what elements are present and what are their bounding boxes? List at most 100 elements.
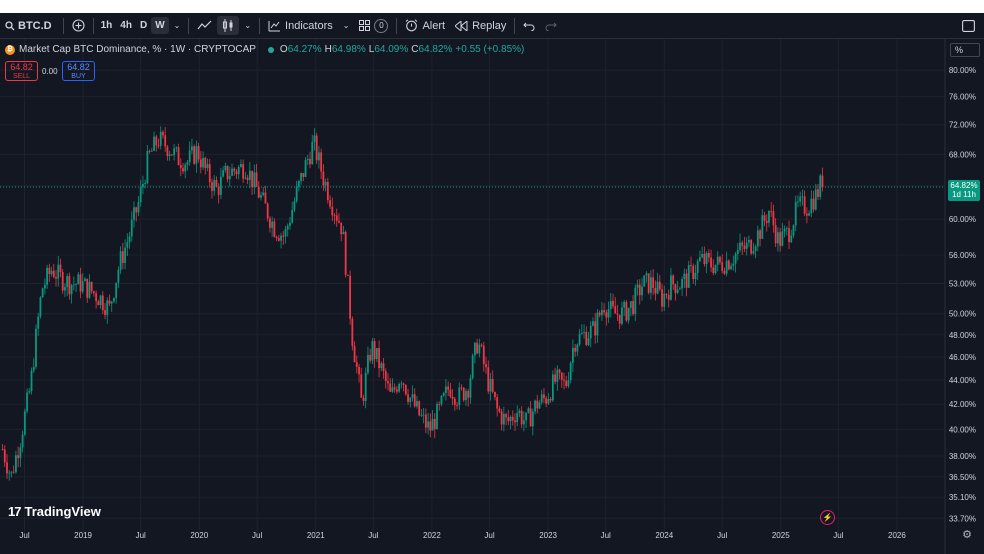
candle-body [683,273,686,280]
templates-button[interactable]: 0 [354,13,393,38]
candle-body [661,289,663,307]
candle-body [162,131,164,136]
candle-body [157,145,160,147]
candle-body [133,207,135,220]
market-status-dot [267,46,274,53]
candle-body [614,306,617,314]
sell-button[interactable]: 64.82 SELL [5,61,38,81]
candle-body [429,421,432,431]
redo-button[interactable] [540,13,562,38]
candle-body [632,301,634,315]
candle-body [763,215,766,221]
candle-body [692,265,695,279]
candlestick-icon [222,19,234,32]
candle-body [404,384,407,395]
candle-body [496,397,499,409]
candle-body [424,414,427,428]
gear-icon[interactable]: ⚙ [962,529,972,541]
indicators-dropdown[interactable]: ⌄ [338,13,355,38]
price-tick-label: 40.00% [949,425,976,434]
candle-body [57,264,60,279]
candle-body [768,211,770,223]
candle-body [95,293,98,302]
candle-body [324,181,327,186]
redo-icon [545,21,558,31]
indicators-button[interactable]: Indicators [263,13,338,38]
replay-button[interactable]: Replay [450,13,511,38]
timeframe-w[interactable]: W [151,17,169,34]
candle-body [819,175,822,197]
alert-button[interactable]: Alert [400,13,450,38]
separator [62,17,64,34]
last-price-value: 64.82% [950,181,978,190]
candle-body [121,251,124,263]
candle-body [284,229,287,237]
line-chart-button[interactable] [192,13,217,38]
separator [396,17,398,34]
candle-body [144,182,147,184]
candle-body [50,270,53,275]
candles-chart-button[interactable] [217,16,240,35]
candle-body [716,256,719,265]
candle-body [115,282,118,298]
candle-body [663,293,666,307]
candle-body [15,455,17,473]
lightning-icon[interactable]: ⚡ [820,510,835,525]
candle-body [264,192,267,204]
buy-button[interactable]: 64.82 BUY [62,61,95,81]
candle-body [242,163,245,179]
candle-body [211,182,213,191]
candle-body [794,201,797,226]
candle-body [110,301,113,304]
candle-body [175,147,178,149]
candle-body [402,383,405,385]
candle-body [469,378,472,398]
candle-body [273,221,276,237]
timeframe-d[interactable]: D [139,20,148,31]
candle-body [37,316,40,329]
timeframe-dropdown[interactable]: ⌄ [169,13,186,38]
candle-body [797,201,799,203]
candle-body [812,198,815,210]
candle-body [393,387,396,390]
sell-label: SELL [12,73,31,80]
timeframe-1h[interactable]: 1h [100,20,113,31]
price-chart[interactable]: 80.00%76.00%72.00%68.00%64.00%60.00%56.0… [0,13,984,554]
candle-body [647,273,650,293]
candle-body [500,411,503,425]
candle-body [578,333,581,345]
candle-body [449,389,452,397]
candle-body [609,300,612,310]
candle-body [59,264,62,272]
fullscreen-button[interactable] [957,13,980,38]
chart-type-dropdown[interactable]: ⌄ [239,13,256,38]
candle-body [246,177,249,181]
candle-body [589,325,592,339]
candle-body [224,165,227,171]
price-axis: 80.00%76.00%72.00%68.00%64.00%60.00%56.0… [944,39,976,554]
candle-body [159,131,162,146]
candle-body [10,471,13,473]
timeframe-4h[interactable]: 4h [120,20,132,31]
candle-body [641,286,643,296]
time-tick-label: Jul [252,531,262,540]
compare-button[interactable] [67,13,90,38]
candle-body [783,228,786,232]
square-icon [962,19,975,32]
legend-title[interactable]: Market Cap BTC Dominance, % · 1W · CRYPT… [19,44,256,55]
candle-body [396,389,398,392]
candle-body [306,158,309,161]
candle-body [674,284,677,293]
high-value: 64.98% [331,44,366,55]
tradingview-logo[interactable]: 17 TradingView [8,504,101,519]
candle-body [237,167,240,175]
candle-body [587,338,590,345]
candle-body [193,146,196,164]
time-tick-label: 2025 [772,531,790,540]
undo-button[interactable] [518,13,540,38]
percent-scale-toggle[interactable]: % [950,43,980,57]
candle-body [188,150,191,163]
candle-body [547,398,550,404]
symbol-search[interactable]: BTC.D [0,13,57,38]
price-tick-label: 44.00% [949,376,976,385]
